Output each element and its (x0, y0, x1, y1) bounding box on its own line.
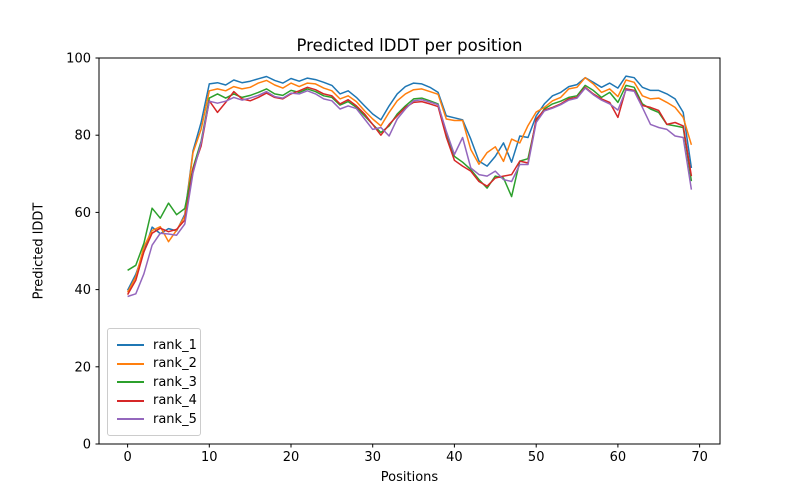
y-axis-ticks: 0 20 40 60 80 100 (66, 52, 99, 453)
legend-item-rank_2: rank_2 (117, 355, 200, 373)
legend-item-rank_1: rank_1 (117, 336, 200, 354)
line-rank_3 (127, 84, 693, 271)
legend-label-rank_1: rank_1 (153, 337, 197, 353)
line-rank_1 (126, 75, 693, 291)
legend-line-swatch-rank_1 (117, 344, 144, 346)
chart-title: Predicted lDDT per position (296, 36, 523, 55)
legend-label-rank_4: rank_4 (153, 393, 197, 408)
x-tick-label: 20 (283, 450, 300, 465)
x-tick-label: 40 (446, 450, 463, 465)
legend-line-swatch-rank_4 (117, 399, 144, 402)
legend-label-rank_2: rank_2 (153, 356, 197, 371)
line-rank_4 (126, 86, 693, 295)
x-axis-ticks: 0 10 20 30 40 50 60 70 (123, 444, 708, 465)
y-tick-label: 0 (83, 438, 91, 453)
axes-frame (98, 57, 721, 445)
legend-line-swatch-rank_3 (117, 381, 144, 383)
legend-item-rank_3: rank_3 (117, 373, 200, 391)
y-tick-label: 40 (74, 283, 91, 298)
legend: rank_1 rank_2 rank_3 rank_4 rank_5 (107, 328, 201, 436)
line-rank_2 (126, 76, 693, 293)
x-tick-label: 30 (364, 450, 381, 465)
legend-line-swatch-rank_2 (117, 362, 144, 365)
x-tick-label: 10 (201, 450, 218, 465)
x-tick-label: 70 (691, 450, 708, 465)
y-axis-label: Predicted lDDT (31, 202, 47, 300)
legend-line-swatch-rank_5 (117, 418, 144, 420)
y-tick-label: 60 (74, 206, 91, 221)
legend-label-rank_5: rank_5 (153, 411, 197, 427)
y-tick-label: 20 (74, 360, 91, 375)
x-tick-label: 50 (528, 450, 545, 465)
y-tick-label: 80 (74, 129, 91, 144)
legend-item-rank_4: rank_4 (117, 392, 200, 410)
x-axis-label: Positions (380, 470, 439, 485)
x-tick-label: 0 (123, 450, 131, 465)
legend-item-rank_5: rank_5 (117, 410, 200, 428)
legend-label-rank_3: rank_3 (153, 374, 197, 390)
x-tick-label: 60 (610, 450, 627, 465)
line-rank_5 (127, 87, 693, 298)
y-tick-label: 100 (66, 52, 91, 67)
